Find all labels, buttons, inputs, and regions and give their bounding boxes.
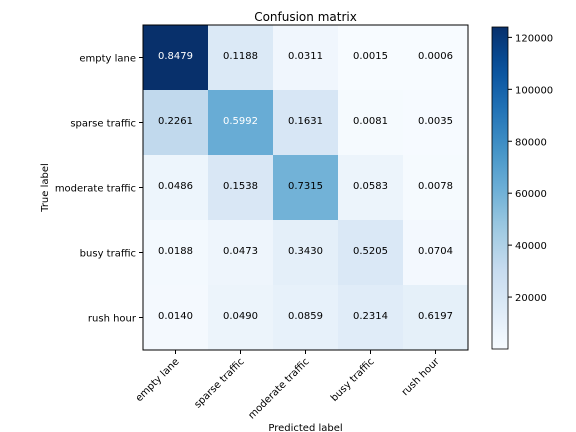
colorbar-tick-label: 20000 (515, 293, 547, 304)
cell-value-label: 0.8479 (158, 51, 193, 62)
cell-value-label: 0.2314 (353, 311, 388, 322)
x-tick-label: moderate traffic (246, 356, 311, 421)
colorbar-tick-label: 80000 (515, 137, 547, 148)
y-tick-label: moderate traffic (55, 184, 136, 195)
cell-value-label: 0.0188 (158, 246, 193, 257)
colorbar-tick-label: 40000 (515, 241, 547, 252)
colorbar-gradient (492, 27, 508, 349)
cell-value-label: 0.2261 (158, 116, 193, 127)
colorbar-tick-label: 100000 (515, 85, 553, 96)
colorbar: 20000 40000 60000 80000 100000 120000 (492, 27, 553, 349)
x-axis: empty lane sparse traffic moderate traffic… (134, 350, 442, 422)
cell-value-label: 0.0704 (418, 246, 453, 257)
x-tick-label: sparse traffic (192, 356, 246, 410)
cell-value-label: 0.1188 (223, 51, 258, 62)
cell-value-label: 0.0081 (353, 116, 388, 127)
cell-value-label: 0.3430 (288, 246, 323, 257)
x-axis-label: Predicted label (268, 423, 342, 432)
y-tick-label: rush hour (88, 314, 137, 325)
y-tick-label: empty lane (79, 54, 136, 65)
cell-value-label: 0.0006 (418, 51, 453, 62)
cell-value-label: 0.0859 (288, 311, 323, 322)
cell-value-label: 0.5992 (223, 116, 258, 127)
cell-value-label: 0.6197 (418, 311, 453, 322)
cell-value-label: 0.0015 (353, 51, 388, 62)
cell-value-label: 0.1631 (288, 116, 323, 127)
y-tick-label: busy traffic (80, 249, 136, 260)
cell-value-label: 0.0311 (288, 51, 323, 62)
x-tick-label: rush hour (400, 356, 442, 398)
cell-value-label: 0.1538 (223, 181, 258, 192)
cell-value-label: 0.0473 (223, 246, 258, 257)
cell-value-label: 0.0486 (158, 181, 193, 192)
x-tick-label: busy traffic (329, 356, 377, 404)
cell-value-label: 0.7315 (288, 181, 323, 192)
cell-value-label: 0.0583 (353, 181, 388, 192)
cell-value-label: 0.0035 (418, 116, 453, 127)
cell-value-label: 0.0078 (418, 181, 453, 192)
y-axis-label: True label (40, 163, 51, 213)
y-axis: empty lane sparse traffic moderate traffic… (55, 54, 143, 325)
chart-title: Confusion matrix (254, 10, 357, 24)
cell-value-label: 0.5205 (353, 246, 388, 257)
colorbar-tick-label: 60000 (515, 189, 547, 200)
cell-value-label: 0.0140 (158, 311, 193, 322)
x-tick-label: empty lane (134, 356, 182, 404)
y-tick-label: sparse traffic (70, 119, 136, 130)
colorbar-tick-label: 120000 (515, 33, 553, 44)
cell-value-label: 0.0490 (223, 311, 258, 322)
